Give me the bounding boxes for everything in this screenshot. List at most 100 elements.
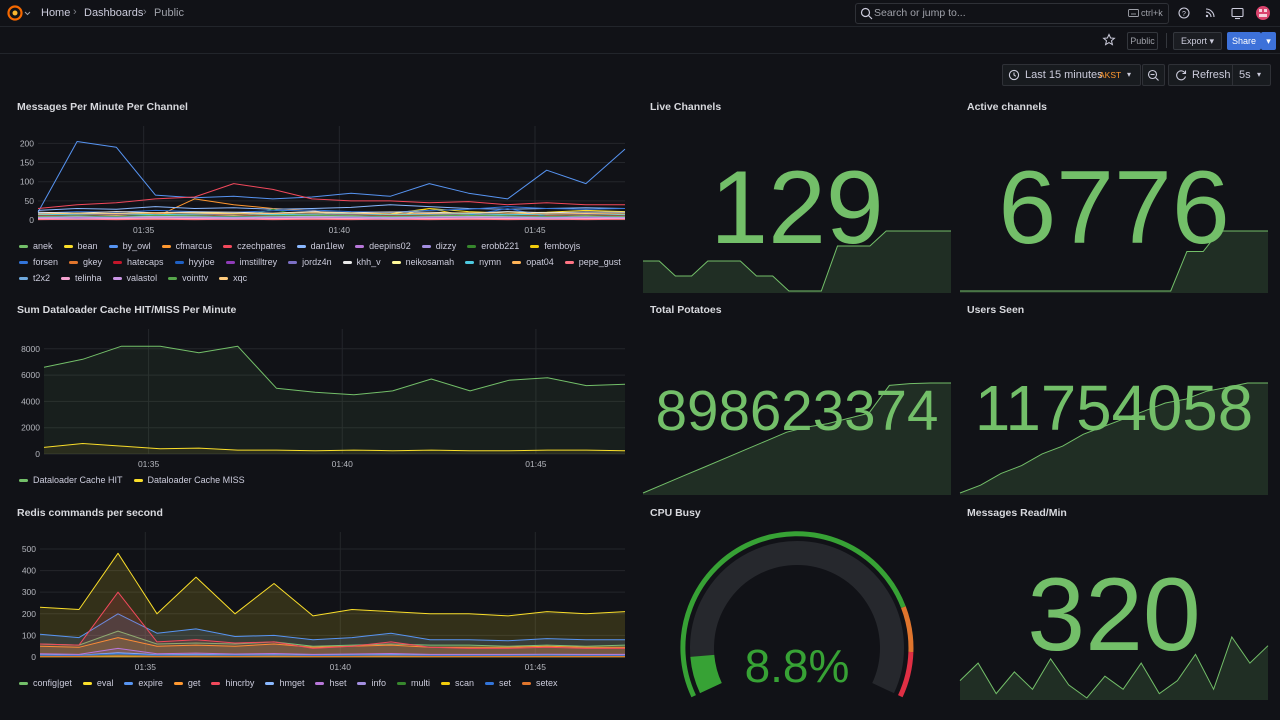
legend-item[interactable]: gkey: [69, 254, 102, 270]
legend-item[interactable]: hyyjoe: [174, 254, 215, 270]
legend-item[interactable]: set: [485, 675, 511, 691]
legend-item[interactable]: deepins02: [355, 238, 411, 254]
legend-swatch: [112, 276, 122, 280]
legend-item[interactable]: cfmarcus: [161, 238, 212, 254]
y-tick-label: 400: [22, 566, 36, 576]
legend-item[interactable]: hset: [315, 675, 346, 691]
legend-item[interactable]: bean: [63, 238, 98, 254]
sparkline: [642, 382, 951, 494]
legend-item[interactable]: khh_v: [342, 254, 381, 270]
legend-item[interactable]: hincrby: [211, 675, 254, 691]
legend-item[interactable]: erobb221: [467, 238, 519, 254]
legend-item[interactable]: expire: [124, 675, 163, 691]
legend-label: khh_v: [356, 257, 381, 267]
share-dropdown[interactable]: ▾: [1261, 32, 1276, 50]
legend-item[interactable]: dan1lew: [296, 238, 344, 254]
legend-item[interactable]: eval: [82, 675, 113, 691]
chevron: ▾: [1257, 70, 1262, 79]
legend-label: get: [187, 678, 201, 688]
legend-swatch: [133, 478, 143, 482]
legend-item[interactable]: jordz4n: [288, 254, 332, 270]
sparkline-area: [643, 231, 951, 293]
legend-label: dizzy: [435, 241, 457, 251]
legend-item[interactable]: multi: [396, 675, 430, 691]
divider: [1166, 33, 1167, 48]
legend-item[interactable]: valastol: [112, 270, 157, 286]
legend-item[interactable]: femboyjs: [530, 238, 580, 254]
refresh-picker[interactable]: Refresh 5s ▾: [1168, 64, 1271, 86]
series-line: [39, 630, 626, 647]
legend-label: expire: [138, 678, 163, 688]
legend-item[interactable]: setex: [522, 675, 558, 691]
series-line: [43, 345, 626, 396]
news-icon[interactable]: [1205, 8, 1215, 18]
legend-item[interactable]: t2x2: [19, 270, 50, 286]
y-tick-label: 150: [20, 158, 34, 168]
gauge-threshold: [680, 531, 906, 698]
legend-swatch: [113, 260, 123, 264]
legend-item[interactable]: imstilltrey: [225, 254, 277, 270]
legend-swatch: [168, 276, 178, 280]
legend-label: nymn: [479, 257, 502, 267]
share-button[interactable]: Share: [1227, 32, 1261, 50]
time-picker[interactable]: Last 15 minutes AKST ▾: [1002, 64, 1141, 86]
kiosk-icon[interactable]: [1231, 7, 1244, 20]
breadcrumb-separator: ›: [73, 6, 77, 18]
grafana-logo[interactable]: [6, 4, 36, 22]
legend-item[interactable]: Dataloader Cache MISS: [133, 472, 245, 488]
legend-item[interactable]: xqc: [219, 270, 247, 286]
breadcrumb[interactable]: Dashboards: [84, 7, 144, 19]
sparkline: [643, 230, 951, 292]
sparkline-area: [960, 383, 1268, 495]
legend-item[interactable]: info: [357, 675, 386, 691]
legend-swatch: [61, 276, 71, 280]
legend-item[interactable]: forsen: [19, 254, 58, 270]
legend-swatch: [357, 681, 367, 685]
breadcrumb[interactable]: Home: [41, 7, 71, 19]
panel-title: Messages Per Minute Per Channel: [17, 101, 188, 113]
star-icon[interactable]: [1102, 33, 1116, 47]
legend-item[interactable]: hatecaps: [113, 254, 164, 270]
legend-label: t2x2: [33, 273, 51, 283]
zoom-out-button[interactable]: [1142, 64, 1165, 86]
legend-item[interactable]: vointtv: [168, 270, 208, 286]
legend-swatch: [82, 681, 92, 685]
legend-item[interactable]: opat04: [512, 254, 554, 270]
legend-label: hyyjoe: [188, 257, 215, 267]
legend-item[interactable]: anek: [19, 238, 53, 254]
legend-item[interactable]: get: [173, 675, 201, 691]
refresh-label: Refresh: [1192, 69, 1231, 81]
series-line: [37, 183, 625, 209]
legend-swatch: [63, 244, 73, 248]
search-box[interactable]: Search or jump to... ctrl+k: [855, 3, 1169, 24]
series-area: [40, 553, 625, 657]
stat-value: 129: [710, 150, 884, 266]
legend-swatch: [564, 260, 574, 264]
legend-item[interactable]: pepe_gust: [564, 254, 621, 270]
legend-item[interactable]: czechpatres: [223, 238, 286, 254]
legend-item[interactable]: dizzy: [421, 238, 457, 254]
legend: config|get eval expire get hincrby hmget hset i…: [19, 675, 621, 691]
keyboard-icon: [1128, 9, 1139, 17]
y-tick-label: 200: [20, 138, 34, 148]
legend-item[interactable]: Dataloader Cache HIT: [19, 472, 123, 488]
legend-label: Dataloader Cache HIT: [33, 475, 123, 485]
legend-item[interactable]: nymn: [465, 254, 501, 270]
series-area: [40, 631, 625, 657]
export-button[interactable]: Export ▾: [1173, 32, 1222, 50]
legend-item[interactable]: hmget: [265, 675, 304, 691]
panel-title: Active channels: [967, 101, 1047, 113]
legend-item[interactable]: telinha: [61, 270, 102, 286]
panel: [958, 299, 1270, 495]
legend-item[interactable]: by_owl: [108, 238, 151, 254]
top-icons: ?: [1178, 6, 1270, 20]
help-icon[interactable]: ?: [1178, 7, 1190, 19]
legend-item[interactable]: config|get: [19, 675, 72, 691]
legend-item[interactable]: scan: [441, 675, 474, 691]
svg-text:?: ?: [1182, 11, 1186, 18]
user-avatar[interactable]: [1256, 6, 1270, 20]
legend-item[interactable]: neikosamah: [391, 254, 454, 270]
panel: [641, 299, 953, 495]
legend-swatch: [465, 260, 475, 264]
gauge-value-label: 8.8%: [745, 640, 850, 692]
